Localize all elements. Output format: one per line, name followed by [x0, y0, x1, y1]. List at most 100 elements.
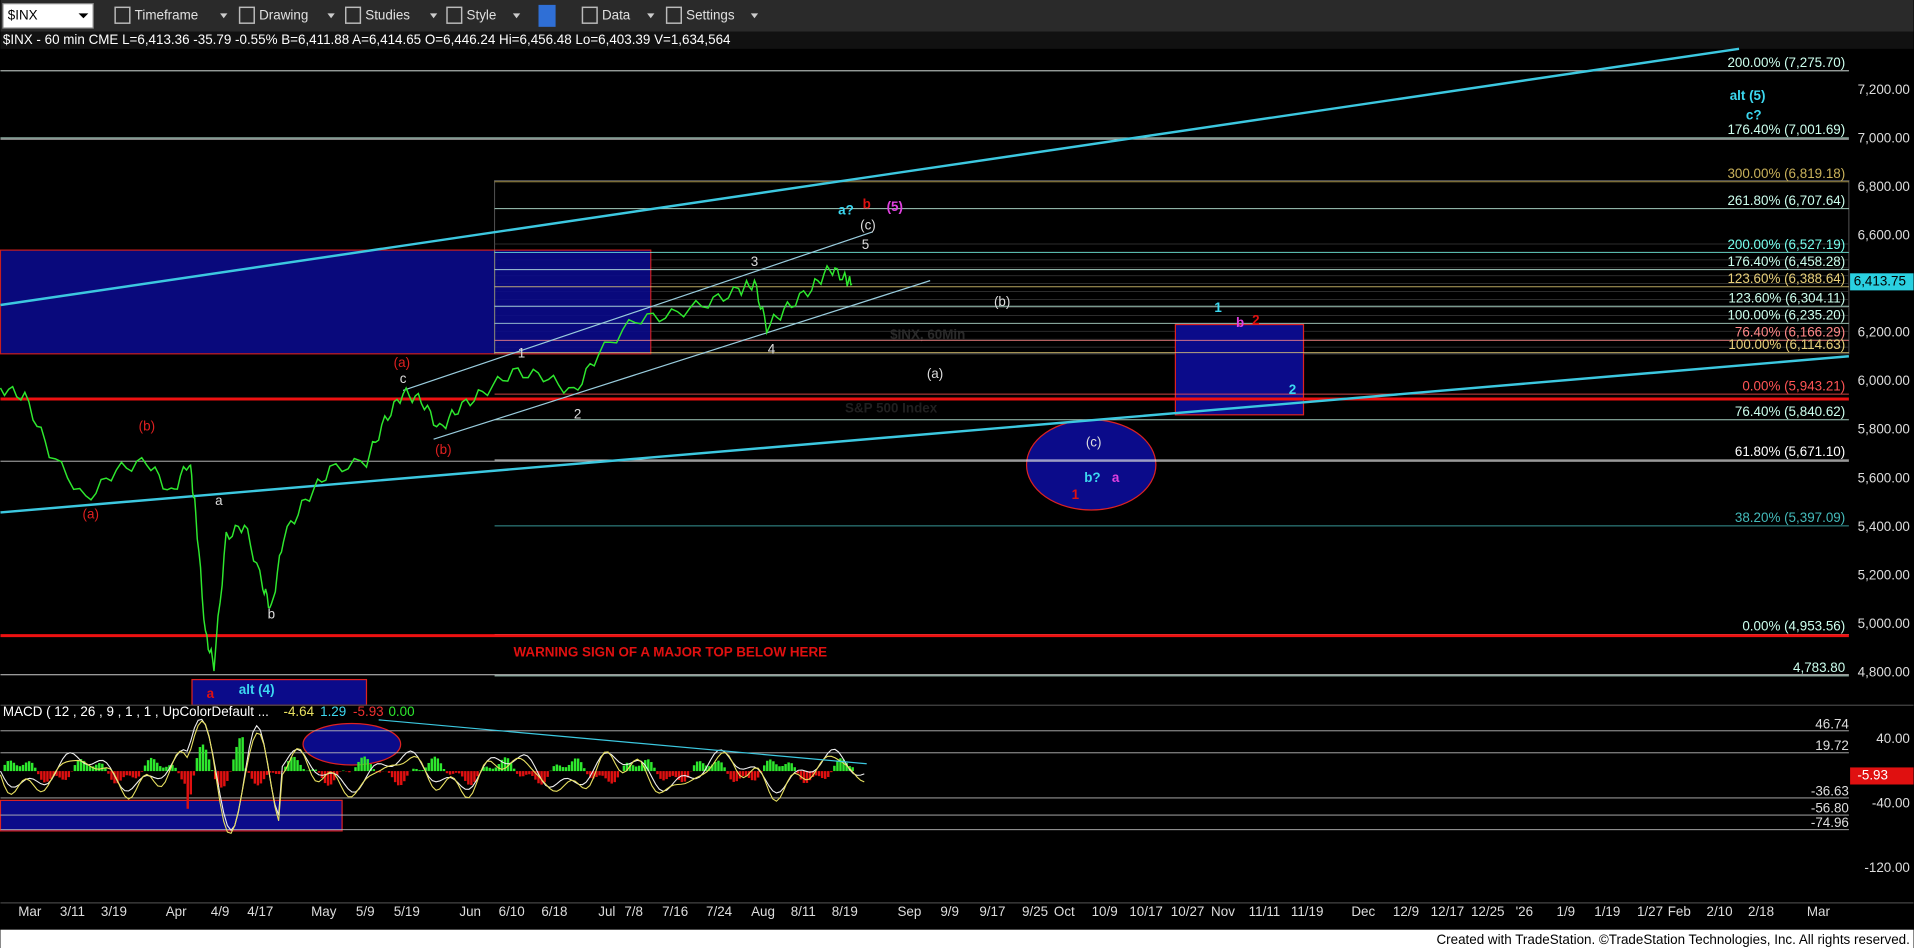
symbol-text[interactable]: $INX	[8, 7, 38, 22]
macd-hist	[232, 759, 235, 772]
alt4-box	[191, 678, 368, 706]
menu-icon[interactable]	[114, 6, 131, 24]
macd-hist	[186, 771, 189, 809]
menu-icon[interactable]	[345, 6, 362, 24]
time-tick-label: 5/9	[356, 904, 375, 919]
time-tick-label: 6/18	[541, 904, 567, 919]
macd-hist	[274, 771, 278, 774]
fib-label: 4,783.80	[1793, 660, 1845, 675]
macd-reading: 1.29	[320, 704, 346, 719]
macd-hist	[46, 771, 49, 782]
time-tick-label: 11/11	[1249, 904, 1281, 919]
macd-hist	[262, 771, 266, 780]
macd-hist	[665, 771, 668, 780]
dropdown-arrow	[78, 13, 89, 19]
menu-item[interactable]: Style	[467, 7, 497, 22]
macd-hist	[418, 770, 421, 772]
macd-hist	[259, 771, 263, 784]
macd-hist	[686, 771, 690, 778]
menu-icon[interactable]	[238, 6, 255, 24]
macd-hist	[400, 771, 403, 786]
macd-hist	[213, 771, 217, 780]
macd-hist	[238, 738, 241, 772]
macd-hist	[256, 771, 260, 786]
macd-hist	[723, 767, 726, 772]
macd-hist	[766, 760, 769, 772]
wave-label: (c)	[1086, 434, 1102, 449]
time-tick-label: Nov	[1211, 904, 1235, 919]
macd-hist	[576, 758, 580, 772]
time-tick-label: 9/9	[940, 904, 959, 919]
menu-item[interactable]: Studies	[365, 7, 410, 22]
macd-hist	[85, 764, 89, 772]
menu-item[interactable]: Timeframe	[135, 7, 199, 22]
macd-hist	[836, 760, 839, 772]
macd-hist	[830, 771, 833, 773]
macd-hist	[27, 761, 31, 772]
macd-hist	[226, 771, 229, 781]
macd-hist	[34, 767, 37, 772]
macd-hist	[406, 771, 409, 776]
price-tick-label: 5,400.00	[1858, 519, 1910, 534]
wave-label: c?	[1746, 107, 1762, 122]
macd-hist	[24, 762, 28, 772]
macd-hist	[30, 762, 34, 772]
macd-hist	[598, 771, 601, 776]
macd-hist	[73, 765, 77, 772]
macd-tick-label: -56.80	[1811, 800, 1849, 815]
time-tick-label: 8/19	[832, 904, 858, 919]
macd-hist	[567, 764, 571, 772]
menu-item[interactable]: Settings	[686, 7, 735, 22]
toolbar	[0, 0, 1914, 32]
macd-hist	[433, 756, 437, 772]
time-tick-label: 7/24	[706, 904, 733, 919]
macd-hist	[412, 768, 415, 772]
macd-hist	[250, 771, 254, 779]
warning-annotation: WARNING SIGN OF A MAJOR TOP BELOW HERE	[513, 644, 827, 659]
wave-label: c	[400, 371, 407, 386]
macd-hist	[198, 747, 202, 772]
macd-hist	[342, 770, 345, 772]
macd-hist	[784, 764, 787, 772]
macd-hist	[387, 771, 391, 773]
macd-hist	[778, 766, 781, 772]
fib-label: 0.00% (4,953.56)	[1742, 619, 1845, 634]
macd-hist	[845, 762, 848, 772]
layout-icon[interactable]	[538, 4, 556, 27]
channel-line	[402, 231, 874, 392]
wave-label: (c)	[860, 217, 876, 232]
macd-hist	[180, 771, 183, 780]
macd-hist	[143, 765, 147, 772]
menu-arrow	[750, 13, 759, 19]
macd-hist	[430, 758, 433, 772]
menu-icon[interactable]	[665, 6, 682, 24]
wave-label: alt (5)	[1730, 88, 1766, 103]
price-line	[0, 264, 853, 672]
menu-arrow	[512, 13, 521, 19]
macd-hist	[589, 771, 592, 778]
macd-hist	[79, 759, 83, 772]
macd-hist	[125, 771, 128, 776]
macd-hist	[332, 771, 336, 781]
macd-hist	[61, 771, 64, 780]
symbol-box[interactable]	[2, 3, 94, 29]
macd-hist	[677, 771, 681, 780]
macd-hist	[220, 771, 223, 788]
macd-hist	[729, 771, 732, 780]
menu-item[interactable]: Drawing	[259, 7, 308, 22]
time-tick-label: Dec	[1351, 904, 1375, 919]
wave-label: 4	[768, 342, 776, 357]
fib-label: 123.60% (6,388.64)	[1727, 271, 1845, 286]
macd-hist	[799, 771, 803, 780]
macd-hist	[204, 749, 208, 772]
macd-hist	[820, 771, 824, 779]
wave-label: b	[863, 197, 871, 212]
menu-icon[interactable]	[581, 6, 598, 24]
menu-icon[interactable]	[446, 6, 463, 24]
macd-hist	[278, 771, 281, 775]
menu-arrow	[327, 13, 335, 19]
time-tick-label: 7/16	[662, 904, 688, 919]
macd-hist	[506, 758, 510, 772]
menu-item[interactable]: Data	[602, 7, 631, 22]
